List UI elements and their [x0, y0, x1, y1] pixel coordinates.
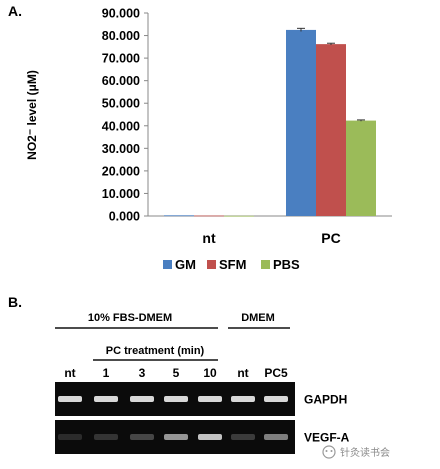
legend-swatch-pbs	[261, 260, 270, 269]
lane-label: nt	[237, 366, 248, 380]
gel-band	[264, 396, 288, 402]
gel-band	[58, 396, 82, 402]
gel-band	[264, 434, 288, 440]
y-tick-label: 70.000	[102, 52, 140, 66]
watermark-text: 针灸读书会	[340, 446, 390, 459]
x-tick-label-pc: PC	[321, 230, 340, 246]
y-tick-label: 60.000	[102, 74, 140, 88]
bar-pbs-pc	[346, 120, 376, 216]
legend-swatch-sfm	[207, 260, 216, 269]
gel-band	[130, 396, 154, 402]
legend-label-pbs: PBS	[273, 257, 300, 272]
x-tick-label-nt: nt	[202, 230, 216, 246]
gel-panel: 10% FBS-DMEM DMEM PC treatment (min) nt 1…	[55, 312, 350, 454]
watermark-icon	[322, 445, 336, 459]
gel-band	[164, 396, 188, 402]
gel-band	[164, 434, 188, 440]
y-tick-label: 20.000	[102, 164, 140, 178]
y-tick-label: 30.000	[102, 142, 140, 156]
legend-label-sfm: SFM	[219, 257, 246, 272]
bars	[164, 27, 376, 217]
panel-b-label: B.	[8, 294, 22, 310]
gel-band	[58, 434, 82, 440]
lane-label: nt	[64, 366, 75, 380]
lane-label: 10	[203, 366, 217, 380]
y-axis-label: NO2⁻ level (μM)	[25, 70, 39, 160]
legend-swatch-gm	[163, 260, 172, 269]
gel-band	[130, 434, 154, 440]
watermark-icon-dot-left	[325, 450, 328, 452]
lane-label: 1	[103, 366, 110, 380]
y-tick-label: 0.000	[109, 210, 140, 224]
gel-row-label: VEGF-A	[304, 431, 350, 445]
gel-band	[94, 434, 118, 440]
gel-band	[198, 434, 222, 440]
lane-labels: nt 1 3 5 10 nt PC5	[64, 366, 288, 380]
watermark-icon-dot-right	[330, 450, 333, 452]
treatment-label: PC treatment (min)	[106, 345, 205, 357]
gel-band	[231, 396, 255, 402]
bar-gm-pc	[286, 29, 316, 216]
y-ticks: 0.000 10.000 20.000 30.000 40.000 50.000 60.00…	[102, 7, 148, 224]
watermark: 针灸读书会	[322, 445, 390, 459]
gel-row-label: GAPDH	[304, 393, 347, 407]
y-tick-label: 10.000	[102, 187, 140, 201]
lane-label: 5	[173, 366, 180, 380]
lane-label: 3	[139, 366, 146, 380]
y-tick-label: 90.000	[102, 7, 140, 21]
y-tick-label: 40.000	[102, 119, 140, 133]
bar-pbs-nt	[224, 215, 254, 217]
legend-label-gm: GM	[175, 257, 196, 272]
gel-band	[94, 396, 118, 402]
y-tick-label: 50.000	[102, 97, 140, 111]
lane-label: PC5	[264, 366, 288, 380]
x-ticks: nt PC	[202, 230, 340, 246]
bar-sfm-pc	[316, 44, 346, 217]
gel-band	[198, 396, 222, 402]
gel-band	[231, 434, 255, 440]
legend: GM SFM PBS	[163, 257, 300, 272]
y-tick-label: 80.000	[102, 29, 140, 43]
bar-chart: NO2⁻ level (μM) 0.000 10.000 20.000 30.000 4…	[25, 7, 392, 272]
group-label-fbs: 10% FBS-DMEM	[88, 312, 172, 324]
bar-gm-nt	[164, 215, 194, 217]
panel-a-label: A.	[8, 3, 22, 19]
group-label-dmem: DMEM	[241, 312, 275, 324]
gel-rows: GAPDH VEGF-A	[55, 382, 350, 454]
bar-sfm-nt	[194, 215, 224, 217]
